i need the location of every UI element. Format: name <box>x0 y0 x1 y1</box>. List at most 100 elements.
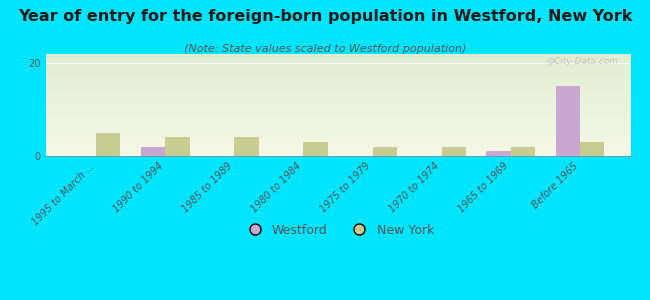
Bar <box>46 55 630 56</box>
Bar <box>46 103 630 104</box>
Bar <box>46 90 630 91</box>
Bar <box>46 93 630 94</box>
Bar <box>46 144 630 145</box>
Text: Year of entry for the foreign-born population in Westford, New York: Year of entry for the foreign-born popul… <box>18 9 632 24</box>
Bar <box>46 110 630 111</box>
Bar <box>46 70 630 71</box>
Bar <box>304 142 328 156</box>
Bar <box>46 123 630 124</box>
Bar <box>46 107 630 108</box>
Bar <box>46 149 630 150</box>
Bar <box>441 147 466 156</box>
Bar <box>46 119 630 120</box>
Bar <box>46 65 630 66</box>
Bar <box>46 89 630 90</box>
Bar <box>46 125 630 126</box>
Bar <box>46 129 630 130</box>
Bar <box>511 147 535 156</box>
Bar <box>46 79 630 80</box>
Bar <box>46 126 630 127</box>
Bar <box>46 86 630 87</box>
Bar <box>235 137 259 156</box>
Text: @City-Data.com: @City-Data.com <box>546 57 619 66</box>
Bar <box>46 150 630 151</box>
Bar <box>46 145 630 146</box>
Bar <box>46 104 630 105</box>
Bar <box>46 101 630 102</box>
Bar <box>46 77 630 78</box>
Bar <box>46 117 630 118</box>
Bar <box>46 154 630 155</box>
Bar <box>46 64 630 65</box>
Bar <box>46 120 630 121</box>
Bar <box>46 141 630 142</box>
Bar <box>46 143 630 144</box>
Bar <box>46 131 630 132</box>
Bar <box>580 142 604 156</box>
Bar <box>46 134 630 135</box>
Bar <box>46 100 630 101</box>
Bar <box>46 97 630 98</box>
Bar <box>46 71 630 72</box>
Bar <box>46 118 630 119</box>
Bar <box>46 116 630 117</box>
Bar <box>46 115 630 116</box>
Bar <box>46 142 630 143</box>
Bar <box>96 133 120 156</box>
Bar <box>46 80 630 81</box>
Bar <box>556 86 580 156</box>
Bar <box>46 82 630 83</box>
Bar <box>46 67 630 68</box>
Bar <box>46 76 630 77</box>
Bar <box>46 105 630 106</box>
Bar <box>46 75 630 76</box>
Bar <box>486 152 511 156</box>
Bar <box>46 136 630 137</box>
Bar <box>46 58 630 59</box>
Bar <box>46 147 630 148</box>
Text: (Note: State values scaled to Westford population): (Note: State values scaled to Westford p… <box>184 44 466 53</box>
Bar <box>46 69 630 70</box>
Bar <box>46 78 630 79</box>
Bar <box>46 96 630 97</box>
Bar <box>372 147 396 156</box>
Bar <box>46 135 630 136</box>
Bar <box>46 155 630 156</box>
Bar <box>46 63 630 64</box>
Bar <box>46 113 630 114</box>
Bar <box>46 62 630 63</box>
Bar <box>165 137 190 156</box>
Bar <box>46 56 630 57</box>
Bar <box>46 81 630 82</box>
Bar <box>46 87 630 88</box>
Bar <box>46 138 630 139</box>
Bar <box>46 84 630 85</box>
Bar <box>46 130 630 131</box>
Bar <box>141 147 165 156</box>
Bar <box>46 132 630 133</box>
Bar <box>46 133 630 134</box>
Bar <box>46 92 630 93</box>
Bar <box>46 74 630 75</box>
Bar <box>46 60 630 61</box>
Bar <box>46 57 630 58</box>
Bar <box>46 122 630 123</box>
Bar <box>46 66 630 67</box>
Bar <box>46 109 630 110</box>
Bar <box>46 121 630 122</box>
Bar <box>46 152 630 153</box>
Bar <box>46 99 630 100</box>
Bar <box>46 140 630 141</box>
Bar <box>46 137 630 138</box>
Bar <box>46 102 630 103</box>
Bar <box>46 136 630 137</box>
Bar <box>46 98 630 99</box>
Bar <box>46 85 630 86</box>
Bar <box>46 61 630 62</box>
Bar <box>46 146 630 147</box>
Bar <box>46 106 630 107</box>
Legend: Westford, New York: Westford, New York <box>237 218 439 242</box>
Bar <box>46 59 630 60</box>
Bar <box>46 128 630 129</box>
Bar <box>46 94 630 95</box>
